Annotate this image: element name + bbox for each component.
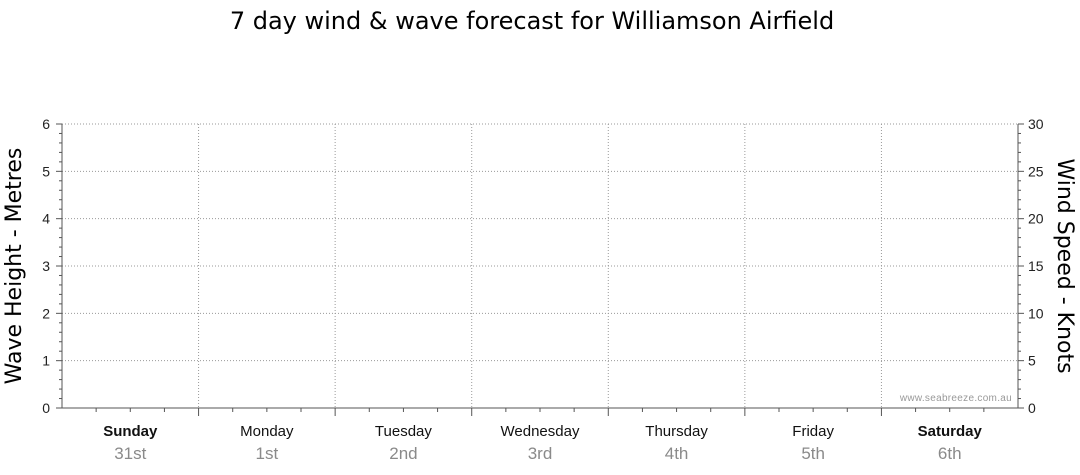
left-axis-title: Wave Height - Metres (2, 148, 27, 385)
right-axis-ticks: 0 5 10 15 20 25 30 (1028, 116, 1044, 416)
day-labels: Sunday 31st Monday 1st Tuesday 2nd Wednesday 3r… (103, 423, 982, 463)
right-tick-label: 25 (1028, 163, 1044, 179)
left-tick-label: 3 (42, 258, 50, 274)
day-date-label: 31st (114, 444, 146, 463)
day-date-label: 5th (801, 444, 825, 463)
day-date-label: 4th (665, 444, 689, 463)
left-axis-ticks: 0 1 2 3 4 5 6 (42, 116, 50, 416)
right-tick-label: 30 (1028, 116, 1044, 132)
right-tick-label: 15 (1028, 258, 1044, 274)
watermark: www.seabreeze.com.au (899, 393, 1012, 404)
right-tick-label: 5 (1028, 353, 1036, 369)
axes (56, 123, 1024, 416)
left-tick-label: 5 (42, 163, 50, 179)
day-name-label: Sunday (103, 423, 158, 440)
right-axis-title: Wind Speed - Knots (1052, 158, 1077, 373)
day-date-label: 2nd (389, 444, 417, 463)
day-name-label: Saturday (918, 423, 983, 440)
right-tick-label: 20 (1028, 211, 1044, 227)
chart-title: 7 day wind & wave forecast for Williamso… (230, 7, 834, 35)
day-name-label: Thursday (645, 423, 708, 440)
right-tick-label: 0 (1028, 400, 1036, 416)
day-date-label: 6th (938, 444, 962, 463)
day-name-label: Monday (240, 423, 294, 440)
day-date-label: 3rd (528, 444, 553, 463)
day-name-label: Wednesday (501, 423, 580, 440)
day-name-label: Tuesday (375, 423, 432, 440)
grid (62, 123, 1018, 408)
left-tick-label: 2 (42, 305, 50, 321)
left-tick-label: 4 (42, 211, 50, 227)
left-tick-label: 1 (42, 353, 50, 369)
left-tick-label: 6 (42, 116, 50, 132)
day-name-label: Friday (792, 423, 834, 440)
right-tick-label: 10 (1028, 305, 1044, 321)
day-date-label: 1st (256, 444, 279, 463)
left-tick-label: 0 (42, 400, 50, 416)
